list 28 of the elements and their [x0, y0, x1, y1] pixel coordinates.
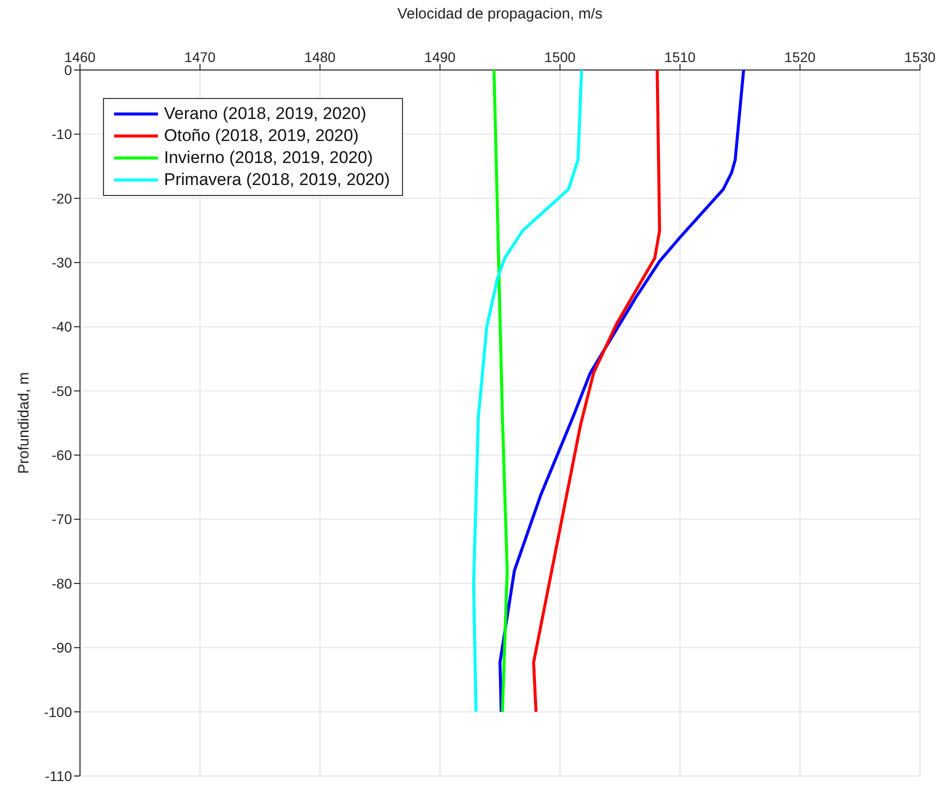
- y-tick-label: -110: [45, 768, 72, 784]
- y-tick-label: -20: [52, 190, 72, 206]
- legend-label: Invierno (2018, 2019, 2020): [164, 147, 373, 169]
- y-tick-label: -10: [52, 126, 72, 142]
- y-tick-label: -100: [44, 704, 72, 720]
- legend-label: Primavera (2018, 2019, 2020): [164, 169, 390, 191]
- x-tick-label: 1510: [664, 49, 696, 65]
- y-tick-label: -40: [52, 318, 72, 335]
- x-tick-label: 1530: [904, 49, 936, 65]
- x-tick-label: 1480: [304, 49, 336, 65]
- x-tick-label: 1470: [184, 49, 216, 65]
- y-tick-label: -50: [52, 382, 72, 399]
- legend-label: Verano (2018, 2019, 2020): [164, 103, 366, 125]
- line-series: [472, 70, 584, 714]
- y-tick-label: -30: [52, 254, 72, 271]
- legend-label: Otoño (2018, 2019, 2020): [164, 125, 359, 147]
- y-tick-label: -90: [52, 640, 72, 656]
- x-tick-label: 1500: [544, 49, 576, 65]
- y-tick-label: -60: [52, 447, 72, 464]
- line-series: [532, 70, 662, 714]
- x-tick-label: 1520: [784, 49, 816, 65]
- y-axis-title: Profundidad, m: [15, 372, 32, 474]
- y-tick-label: -80: [52, 575, 72, 592]
- line-series: [498, 70, 746, 714]
- x-tick-label: 1490: [424, 49, 456, 65]
- y-tick-label: -70: [52, 511, 72, 528]
- line-series: [492, 70, 509, 714]
- x-axis-title: Velocidad de propagacion, m/s: [397, 6, 603, 23]
